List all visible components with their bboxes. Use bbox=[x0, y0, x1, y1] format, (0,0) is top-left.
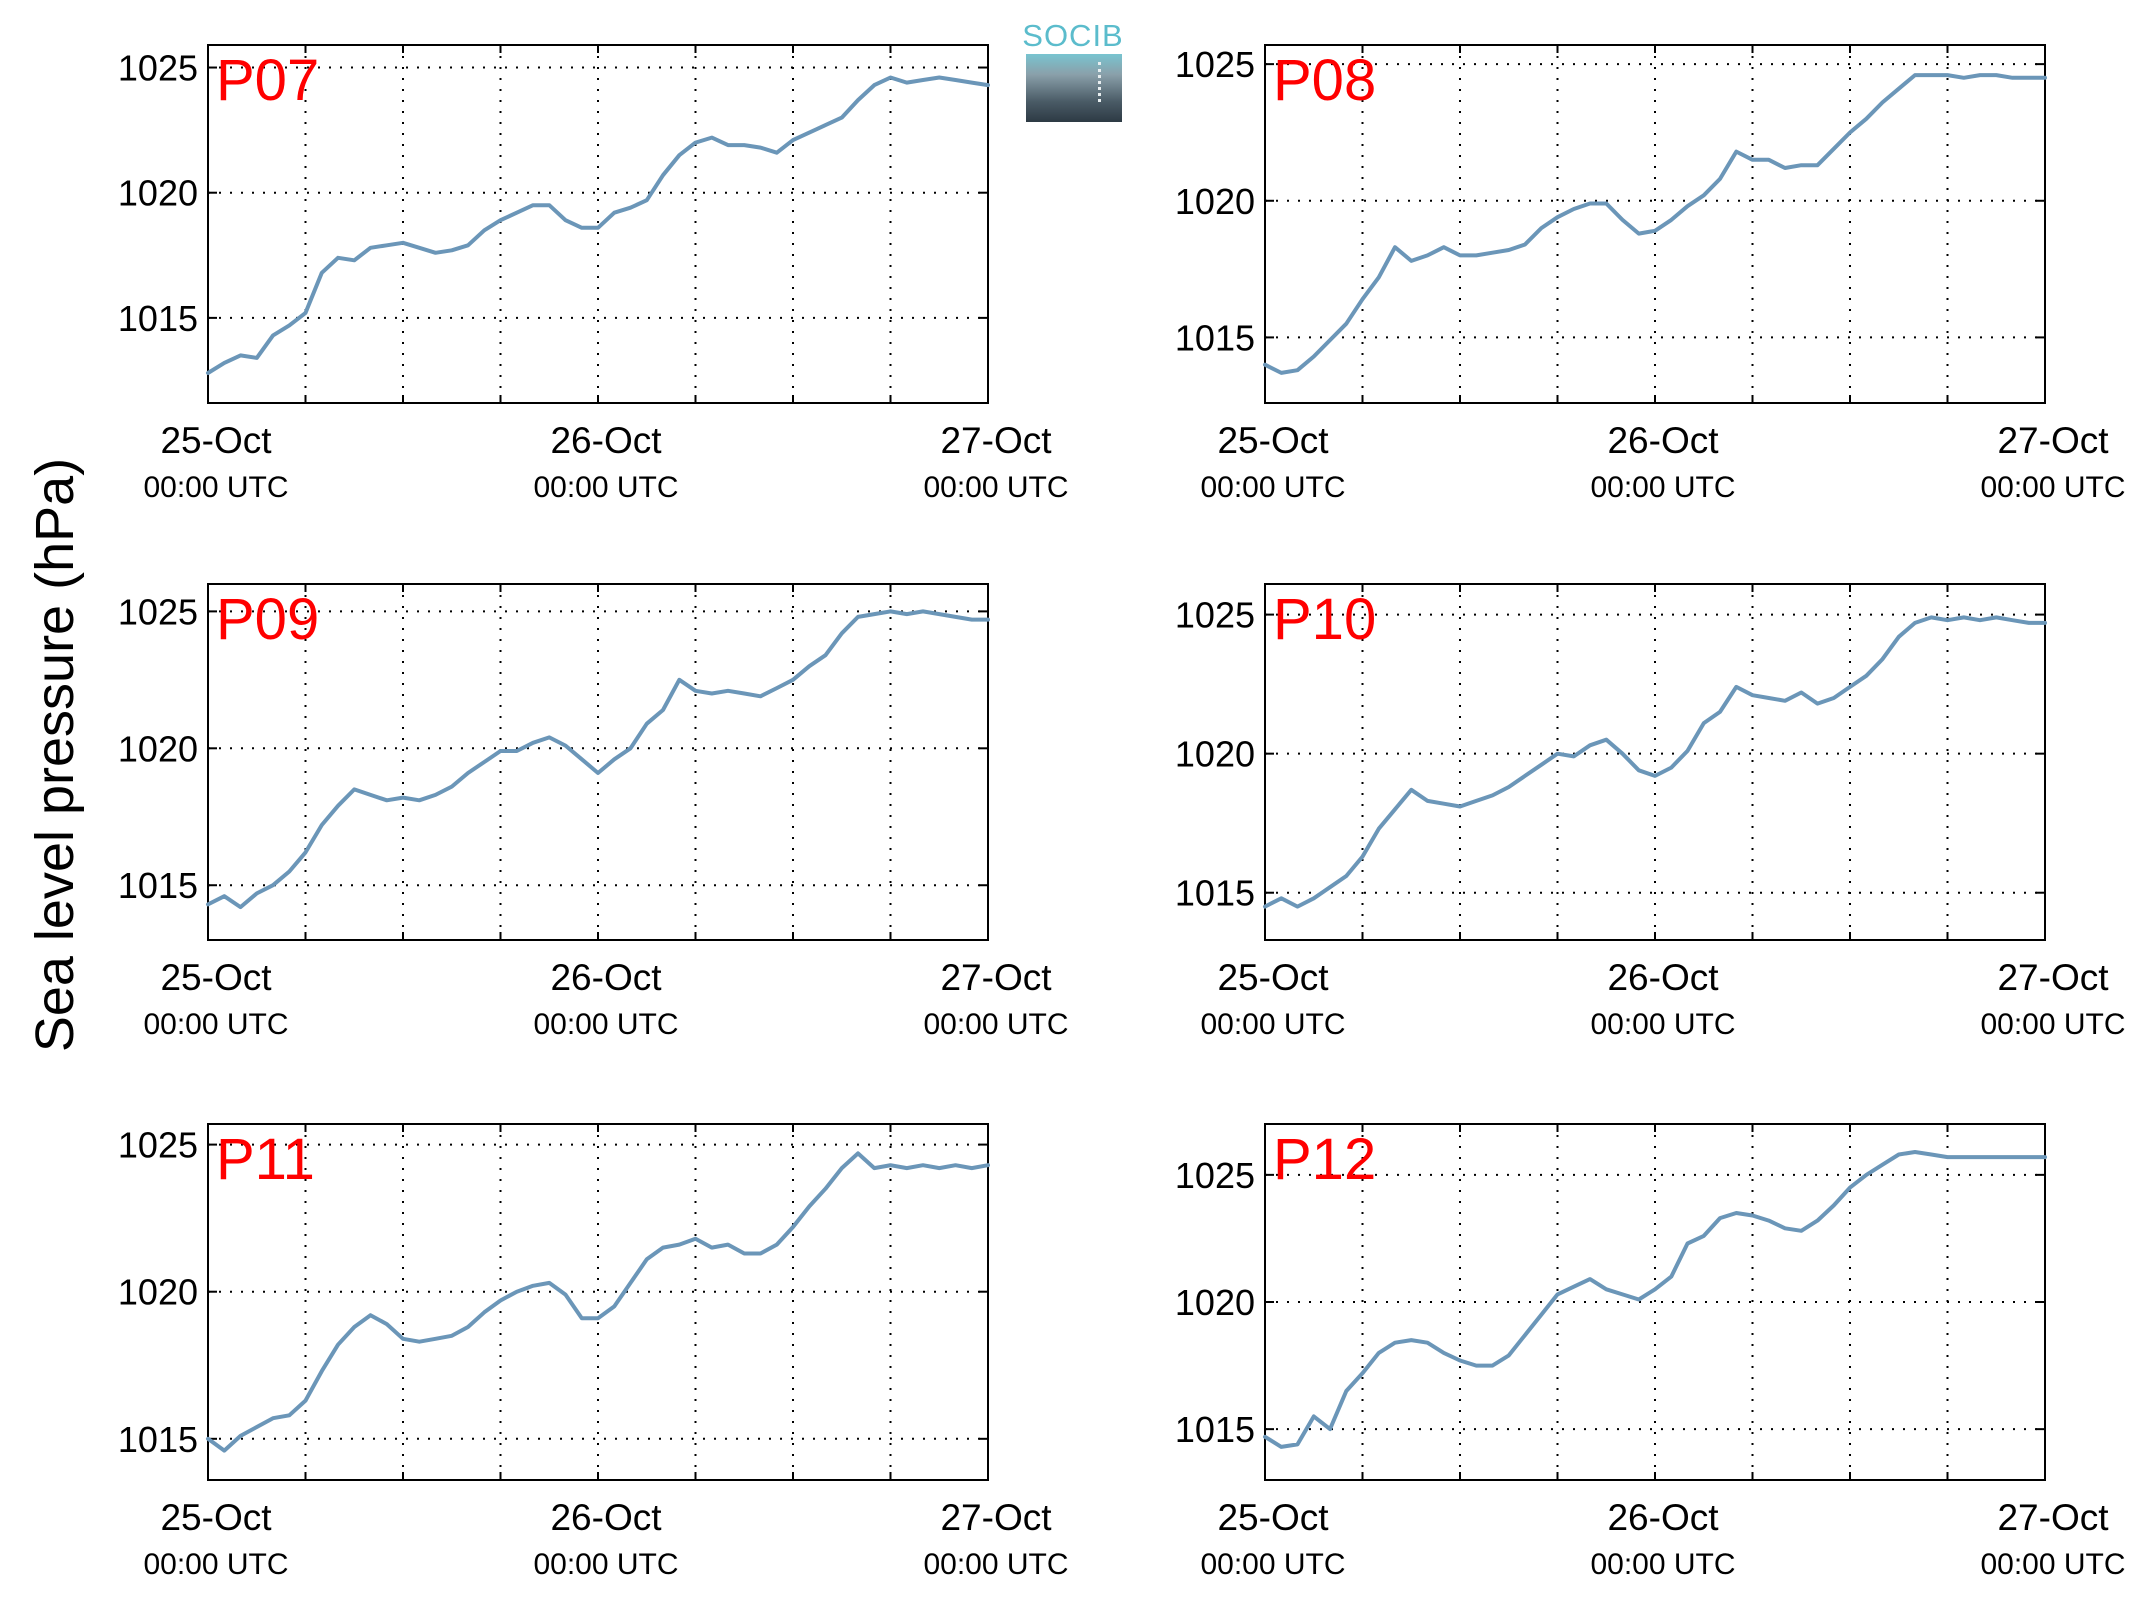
y-tick-label: 1020 bbox=[1175, 1282, 1255, 1323]
y-tick-label: 1020 bbox=[118, 1272, 198, 1313]
x-tick-label-time: 00:00 UTC bbox=[1200, 1008, 1345, 1041]
pressure-series-line bbox=[1263, 73, 2047, 375]
pressure-series-line bbox=[206, 609, 990, 910]
x-tick-label-date: 26-Oct bbox=[1607, 1497, 1719, 1538]
x-tick-label-time: 00:00 UTC bbox=[1590, 471, 1735, 504]
panel-label: P09 bbox=[216, 587, 319, 652]
chart-panel-p12: 1015 1020 1025 25-Oct 00:00 UTC 26-Oct 00:00 U… bbox=[1175, 1123, 2126, 1581]
pressure-series-line bbox=[206, 1151, 990, 1453]
x-tick-label-time: 00:00 UTC bbox=[923, 1008, 1068, 1041]
x-tick-label-date: 25-Oct bbox=[1217, 1497, 1329, 1538]
x-tick-label-time: 00:00 UTC bbox=[143, 471, 288, 504]
logo-dots bbox=[1098, 62, 1101, 102]
x-tick-label-date: 25-Oct bbox=[1217, 420, 1329, 461]
axes-frame bbox=[207, 44, 989, 404]
x-tick-label-time: 00:00 UTC bbox=[923, 471, 1068, 504]
panel-label: P12 bbox=[1273, 1127, 1376, 1192]
logo-text: SOCIB bbox=[1022, 18, 1124, 53]
x-tick-label-date: 25-Oct bbox=[1217, 957, 1329, 998]
x-tick-label-date: 27-Oct bbox=[940, 957, 1052, 998]
x-tick-label-time: 00:00 UTC bbox=[1980, 1008, 2125, 1041]
x-tick-label-time: 00:00 UTC bbox=[533, 1548, 678, 1581]
y-tick-label: 1025 bbox=[118, 591, 198, 632]
x-tick-label-time: 00:00 UTC bbox=[1590, 1008, 1735, 1041]
y-tick-label: 1020 bbox=[1175, 734, 1255, 775]
panel-label: P11 bbox=[216, 1127, 315, 1192]
panel-label: P08 bbox=[1273, 48, 1376, 113]
x-tick-label-date: 25-Oct bbox=[160, 420, 272, 461]
x-tick-label-date: 27-Oct bbox=[1997, 957, 2109, 998]
x-tick-label-time: 00:00 UTC bbox=[143, 1008, 288, 1041]
x-tick-label-time: 00:00 UTC bbox=[143, 1548, 288, 1581]
x-tick-label-date: 26-Oct bbox=[550, 420, 662, 461]
y-tick-label: 1015 bbox=[1175, 317, 1255, 358]
x-tick-label-date: 25-Oct bbox=[160, 957, 272, 998]
y-tick-label: 1025 bbox=[118, 1125, 198, 1166]
y-tick-label: 1015 bbox=[118, 1419, 198, 1460]
pressure-series-line bbox=[1263, 615, 2047, 909]
chart-panel-p10: 1015 1020 1025 25-Oct 00:00 UTC 26-Oct 00:00 U… bbox=[1175, 583, 2126, 1041]
x-tick-label-time: 00:00 UTC bbox=[1980, 471, 2125, 504]
x-tick-label-date: 25-Oct bbox=[160, 1497, 272, 1538]
panel-label: P10 bbox=[1273, 587, 1376, 652]
logo-graphic bbox=[1026, 54, 1122, 122]
x-tick-label-time: 00:00 UTC bbox=[533, 471, 678, 504]
x-tick-label-time: 00:00 UTC bbox=[533, 1008, 678, 1041]
x-tick-label-time: 00:00 UTC bbox=[923, 1548, 1068, 1581]
y-tick-label: 1015 bbox=[1175, 1409, 1255, 1450]
y-tick-label: 1025 bbox=[1175, 595, 1255, 636]
chart-panel-p07: 1015 1020 1025 25-Oct 00:00 UTC 26-Oct 00:00 U… bbox=[118, 44, 1069, 504]
x-tick-label-time: 00:00 UTC bbox=[1200, 471, 1345, 504]
panel-label: P07 bbox=[216, 48, 319, 113]
y-tick-label: 1015 bbox=[118, 865, 198, 906]
y-tick-label: 1015 bbox=[1175, 873, 1255, 914]
axes-frame bbox=[1264, 44, 2046, 404]
x-tick-label-date: 27-Oct bbox=[1997, 1497, 2109, 1538]
pressure-series-line bbox=[206, 75, 990, 375]
x-tick-label-time: 00:00 UTC bbox=[1200, 1548, 1345, 1581]
y-tick-label: 1020 bbox=[1175, 181, 1255, 222]
x-tick-label-date: 26-Oct bbox=[1607, 957, 1719, 998]
x-tick-label-date: 26-Oct bbox=[550, 1497, 662, 1538]
y-tick-label: 1025 bbox=[1175, 1155, 1255, 1196]
y-tick-label: 1025 bbox=[1175, 44, 1255, 85]
y-tick-label: 1020 bbox=[118, 728, 198, 769]
x-tick-label-date: 27-Oct bbox=[940, 1497, 1052, 1538]
socib-logo: SOCIB bbox=[1022, 18, 1124, 122]
x-tick-label-time: 00:00 UTC bbox=[1590, 1548, 1735, 1581]
y-axis-title-text: Sea level pressure (hPa) bbox=[25, 457, 85, 1053]
y-tick-label: 1025 bbox=[118, 48, 198, 89]
x-tick-label-date: 26-Oct bbox=[1607, 420, 1719, 461]
y-tick-label: 1020 bbox=[118, 173, 198, 214]
x-tick-label-date: 27-Oct bbox=[1997, 420, 2109, 461]
chart-panel-p08: 1015 1020 1025 25-Oct 00:00 UTC 26-Oct 00:00 U… bbox=[1175, 44, 2126, 504]
x-tick-label-time: 00:00 UTC bbox=[1980, 1548, 2125, 1581]
x-tick-label-date: 26-Oct bbox=[550, 957, 662, 998]
chart-panel-p11: 1015 1020 1025 25-Oct 00:00 UTC 26-Oct 00:00 U… bbox=[118, 1123, 1069, 1581]
pressure-series-line bbox=[1263, 1150, 2047, 1449]
chart-panel-p09: 1015 1020 1025 25-Oct 00:00 UTC 26-Oct 00:00 U… bbox=[118, 583, 1069, 1041]
y-tick-label: 1015 bbox=[118, 298, 198, 339]
x-tick-label-date: 27-Oct bbox=[940, 420, 1052, 461]
